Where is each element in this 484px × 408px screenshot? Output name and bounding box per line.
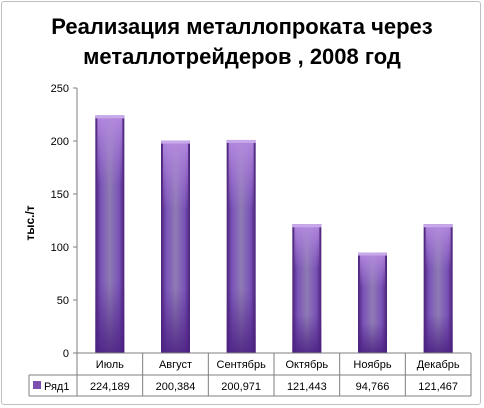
bar-shade [161, 289, 190, 353]
bar-highlight [294, 224, 320, 270]
bar-top-cap [423, 224, 453, 228]
x-tick-label: Декабрь [417, 359, 460, 371]
y-tick-label: 250 [51, 83, 69, 95]
bar-top-cap [161, 140, 190, 144]
chart-title-line1: Реализация металлопроката через [51, 14, 433, 39]
y-tick-label: 50 [57, 295, 69, 307]
bar-shade [423, 314, 453, 353]
chart-title-line2: металлотрейдеров , 2008 год [83, 44, 401, 69]
x-tick-label: Сентябрь [217, 359, 267, 371]
bar-highlight [97, 115, 123, 186]
data-label: 94,766 [356, 381, 390, 393]
bar-highlight [425, 224, 451, 270]
y-tick-label: 100 [51, 242, 69, 254]
bar-highlight [228, 139, 254, 210]
bar-top-cap [358, 252, 387, 256]
bar-top-cap [292, 224, 322, 228]
data-label: 121,443 [287, 381, 327, 393]
bar-shade [358, 322, 387, 353]
bar-shade [292, 314, 322, 353]
bar-top-cap [95, 115, 125, 119]
legend-label: Ряд1 [44, 381, 69, 393]
legend-key [33, 381, 41, 389]
data-label: 224,189 [90, 381, 130, 393]
data-label: 200,384 [156, 381, 196, 393]
bar-top-cap [226, 139, 256, 143]
y-tick-label: 150 [51, 189, 69, 201]
x-tick-label: Июль [96, 359, 124, 371]
x-tick-label: Ноябрь [353, 359, 391, 371]
x-tick-label: Август [159, 359, 192, 371]
x-tick-label: Октябрь [286, 359, 329, 371]
bar-highlight [360, 252, 385, 288]
data-label: 121,467 [418, 381, 458, 393]
bar-highlight [163, 140, 188, 211]
y-tick-label: 200 [51, 136, 69, 148]
bar-shade [226, 289, 256, 353]
bar-shade [95, 281, 125, 353]
y-tick-label: 0 [63, 348, 69, 360]
data-label: 200,971 [221, 381, 261, 393]
